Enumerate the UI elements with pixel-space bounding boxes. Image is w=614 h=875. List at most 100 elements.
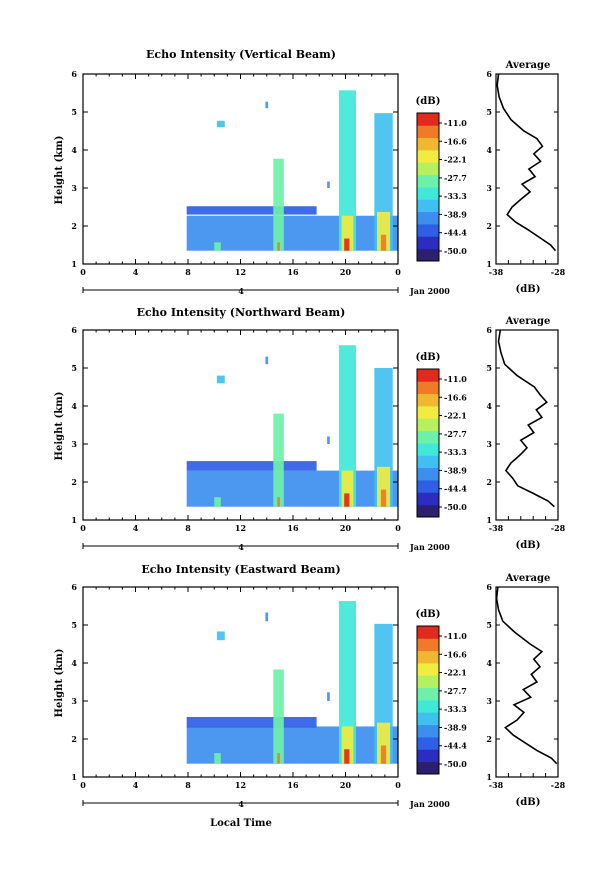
echo-cell bbox=[380, 745, 387, 764]
colorbar-label: -44.4 bbox=[444, 484, 467, 494]
echo-cell bbox=[277, 242, 280, 251]
colorbar-segment bbox=[417, 381, 439, 395]
colorbar-unit: (dB) bbox=[416, 609, 441, 620]
echo-cell bbox=[338, 90, 356, 251]
avg-y-tick-label: 3 bbox=[486, 183, 492, 193]
x-tick-label: 4 bbox=[133, 780, 139, 790]
x-tick-label: 0 bbox=[395, 267, 401, 277]
colorbar-label: -33.3 bbox=[444, 704, 467, 714]
avg-profile-line bbox=[497, 329, 555, 508]
y-tick-label: 1 bbox=[71, 772, 77, 782]
colorbar-segment bbox=[417, 687, 439, 701]
x-tick-label: 12 bbox=[235, 267, 246, 277]
avg-y-tick-label: 1 bbox=[486, 772, 492, 782]
y-tick-label: 6 bbox=[71, 69, 77, 79]
echo-cell bbox=[344, 238, 350, 251]
colorbar-label: -11.0 bbox=[444, 374, 467, 384]
colorbar-segment bbox=[417, 125, 439, 139]
avg-frame bbox=[495, 586, 559, 778]
colorbar-segment bbox=[417, 675, 439, 689]
colorbar-label: -11.0 bbox=[444, 118, 467, 128]
y-axis-label: Height (km) bbox=[54, 392, 65, 461]
day-label: 4 bbox=[238, 542, 244, 552]
avg-y-tick-label: 4 bbox=[486, 145, 492, 155]
y-tick-label: 1 bbox=[71, 515, 77, 525]
colorbar-label: -22.1 bbox=[444, 155, 467, 165]
echo-cell bbox=[341, 470, 354, 507]
colorbar-segment bbox=[417, 187, 439, 200]
colorbar-segment bbox=[417, 137, 439, 151]
avg-y-tick-label: 5 bbox=[486, 620, 492, 630]
y-tick-label: 4 bbox=[71, 145, 77, 155]
x-tick-label: 12 bbox=[235, 780, 246, 790]
x-tick-label: 0 bbox=[80, 780, 86, 790]
colorbar-segment bbox=[417, 504, 439, 518]
colorbar-segment bbox=[417, 393, 439, 407]
echo-cell bbox=[216, 631, 225, 641]
echo-cell bbox=[273, 158, 284, 251]
y-tick-label: 4 bbox=[71, 658, 77, 668]
y-tick-label: 6 bbox=[71, 582, 77, 592]
x-tick-label: 20 bbox=[340, 523, 352, 533]
colorbar-segment bbox=[417, 150, 439, 163]
colorbar-segment bbox=[417, 430, 439, 444]
date-label: Jan 2000 bbox=[409, 286, 450, 296]
colorbar-label: -50.0 bbox=[444, 246, 467, 256]
avg-x-tick-label: -28 bbox=[551, 780, 566, 790]
echo-cell bbox=[377, 211, 391, 251]
echo-cell bbox=[344, 749, 350, 764]
x-tick-label: 0 bbox=[395, 780, 401, 790]
colorbar-label: -38.9 bbox=[444, 209, 467, 219]
avg-title: Average bbox=[505, 316, 551, 327]
colorbar-segment bbox=[417, 236, 439, 250]
colorbar-segment bbox=[417, 199, 439, 213]
colorbar-label: -27.7 bbox=[444, 173, 467, 183]
avg-title: Average bbox=[505, 60, 551, 71]
colorbar-segment bbox=[417, 174, 439, 188]
avg-y-tick-label: 2 bbox=[486, 734, 492, 744]
echo-cell bbox=[216, 375, 225, 384]
colorbar-segment bbox=[417, 480, 439, 493]
panel-northward-beam: Echo Intensity (Northward Beam) Height (… bbox=[54, 306, 566, 552]
echo-cell bbox=[277, 497, 280, 507]
colorbar-label: -33.3 bbox=[444, 447, 467, 457]
colorbar-label: -16.6 bbox=[444, 136, 467, 146]
echo-cell bbox=[186, 215, 398, 251]
echo-cell bbox=[186, 461, 317, 471]
colorbar-label: -50.0 bbox=[444, 502, 467, 512]
panel-title: Echo Intensity (Vertical Beam) bbox=[146, 48, 336, 61]
x-tick-label: 8 bbox=[185, 523, 191, 533]
colorbar-label: -11.0 bbox=[444, 631, 467, 641]
echo-cell bbox=[341, 215, 354, 251]
y-tick-label: 1 bbox=[71, 259, 77, 269]
avg-profile-line bbox=[496, 73, 557, 252]
date-label: Jan 2000 bbox=[409, 542, 450, 552]
x-tick-label: 8 bbox=[185, 267, 191, 277]
colorbar-segment bbox=[417, 455, 439, 469]
colorbar-label: -27.7 bbox=[444, 429, 467, 439]
avg-y-tick-label: 2 bbox=[486, 221, 492, 231]
x-tick-label: 20 bbox=[340, 267, 352, 277]
x-tick-label: 0 bbox=[80, 523, 86, 533]
y-tick-label: 2 bbox=[71, 477, 77, 487]
x-tick-label: 4 bbox=[133, 523, 139, 533]
colorbar-label: -38.9 bbox=[444, 722, 467, 732]
echo-cell bbox=[214, 753, 221, 764]
echo-cell bbox=[341, 726, 354, 764]
y-tick-label: 2 bbox=[71, 221, 77, 231]
y-tick-label: 6 bbox=[71, 325, 77, 335]
echo-cell bbox=[338, 601, 356, 764]
x-tick-label: 16 bbox=[287, 267, 299, 277]
y-tick-label: 5 bbox=[71, 363, 77, 373]
colorbar-segment bbox=[417, 712, 439, 726]
colorbar-segment bbox=[417, 737, 439, 750]
x-axis-label: Local Time bbox=[210, 818, 272, 829]
colorbar-label: -16.6 bbox=[444, 392, 467, 402]
panel-eastward-beam: Echo Intensity (Eastward Beam) Height (k… bbox=[54, 563, 566, 829]
x-tick-label: 4 bbox=[133, 267, 139, 277]
colorbar-frame bbox=[416, 112, 440, 262]
echo-cell bbox=[273, 413, 284, 507]
echo-cell bbox=[265, 612, 269, 622]
echo-cell bbox=[338, 345, 356, 507]
colorbar-label: -22.1 bbox=[444, 411, 467, 421]
